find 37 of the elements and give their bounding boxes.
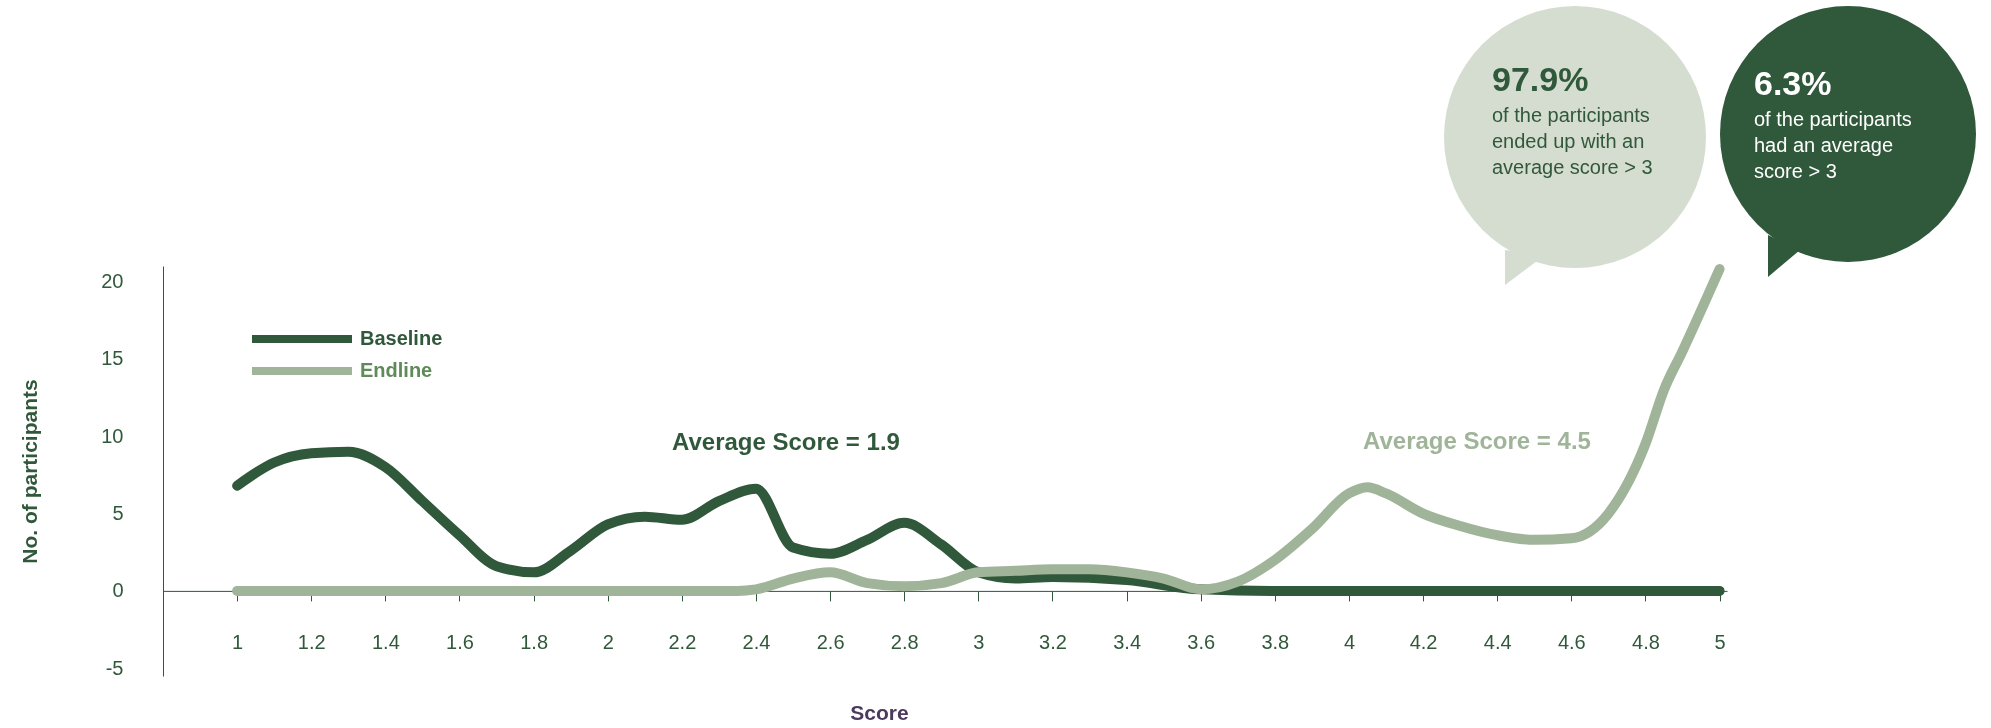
x-tick-label: 2.2 <box>668 631 697 654</box>
x-tick-label: 4.2 <box>1409 631 1438 654</box>
y-tick-label: 5 <box>112 502 124 525</box>
y-tick-label: 10 <box>101 424 124 447</box>
x-tick-label: 4 <box>1343 631 1356 654</box>
x-tick-label: 3.6 <box>1187 631 1216 654</box>
text: 97.9% <box>1492 60 1589 99</box>
x-tick-label: 1.8 <box>520 631 549 654</box>
x-tick-label: 2.6 <box>816 631 845 654</box>
x-tick-label: 1.4 <box>371 631 400 654</box>
text: 6.3% <box>1754 64 1832 103</box>
x-tick-label: 3.2 <box>1039 631 1067 654</box>
x-tick-label: 3.4 <box>1113 631 1142 654</box>
legend-label: Baseline <box>360 327 443 349</box>
annotation: Average Score = 4.5 <box>1363 427 1591 455</box>
x-tick-label: 1.6 <box>446 631 474 654</box>
y-tick-label: 0 <box>112 579 124 602</box>
y-axis-title: No. of participants <box>18 379 42 564</box>
x-tick-label: 1.2 <box>297 631 326 654</box>
x-axis-title: Score <box>850 701 909 725</box>
x-tick-label: 1 <box>232 631 244 654</box>
y-tick-label: 20 <box>101 269 124 292</box>
y-tick-label: -5 <box>105 656 124 679</box>
x-tick-label: 2.4 <box>742 631 771 654</box>
text: of the participants had an average score > 3 <box>1754 107 1913 184</box>
x-tick-label: 2 <box>602 631 614 654</box>
x-tick-label: 3.8 <box>1261 631 1290 654</box>
x-tick-label: 4.6 <box>1557 631 1586 654</box>
x-tick-label: 2.8 <box>890 631 919 654</box>
y-tick-label: 15 <box>101 347 124 370</box>
x-tick-label: 4.4 <box>1483 631 1512 654</box>
legend-label: Endline <box>360 359 433 381</box>
x-tick-label: 3 <box>973 631 985 654</box>
annotation: Average Score = 1.9 <box>672 428 900 456</box>
x-tick-label: 4.8 <box>1632 631 1660 654</box>
text: of the participants ended up with an average score > 3 <box>1492 103 1654 180</box>
x-tick-label: 5 <box>1714 631 1726 654</box>
